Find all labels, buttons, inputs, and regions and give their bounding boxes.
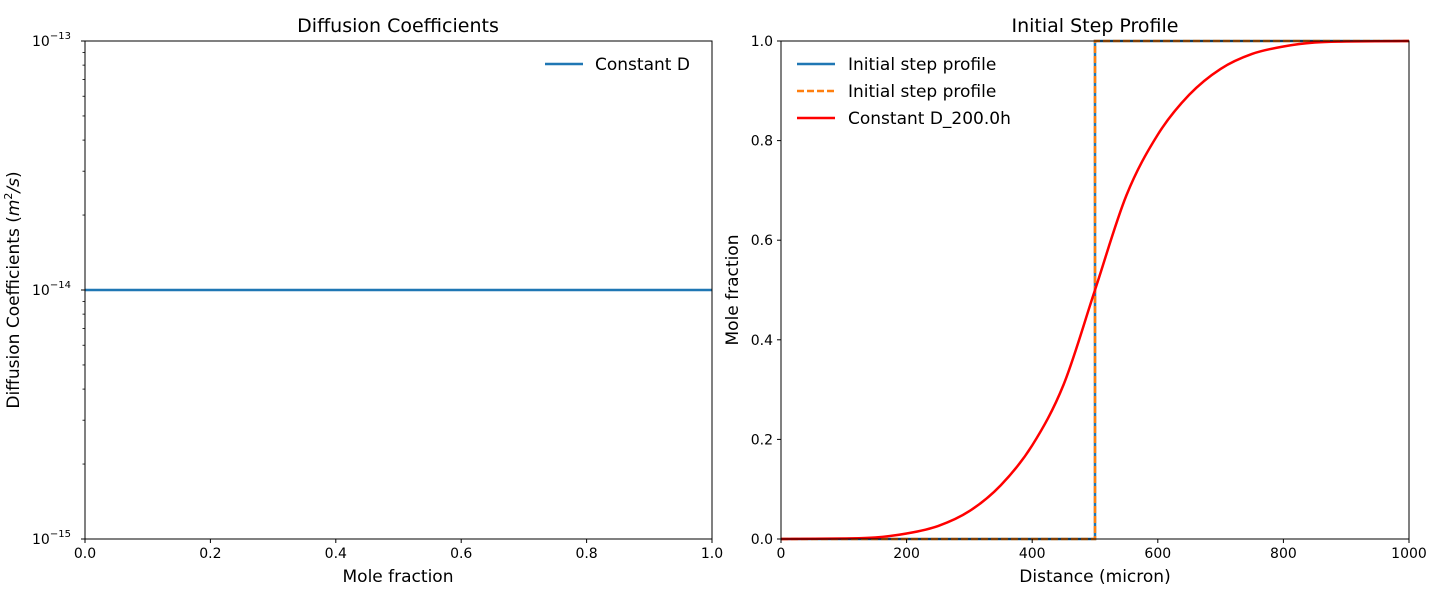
left-y-ticks: 10−13 10−14 10−15: [32, 31, 85, 548]
left-chart: Diffusion Coefficients 0.0 0.2 0.4 0.6 0.8 1.…: [2, 15, 723, 587]
right-legend: Initial step profile Initial step profil…: [797, 55, 1011, 129]
right-x-tick-label: 0: [777, 546, 786, 562]
right-legend-label-constant-d-200h: Constant D_200.0h: [848, 109, 1011, 129]
right-x-tick-label: 800: [1270, 546, 1297, 562]
right-y-tick-label: 0.6: [751, 233, 773, 249]
left-x-tick-label: 0.4: [325, 546, 347, 562]
right-y-tick-label: 0.4: [751, 333, 773, 349]
left-legend: Constant D: [545, 55, 690, 75]
left-x-tick-label: 0.6: [450, 546, 472, 562]
right-y-tick-label: 0.8: [751, 134, 773, 150]
right-axes-frame: [780, 40, 1410, 540]
left-x-axis-label: Mole fraction: [343, 567, 454, 587]
right-y-tick-label: 0.0: [751, 532, 773, 548]
right-chart: Initial Step Profile 0 200 400 600 800 1000 0…: [723, 15, 1427, 587]
right-x-tick-label: 200: [893, 546, 920, 562]
right-y-axis-label: Mole fraction: [723, 235, 743, 346]
right-y-ticks: 0.0 0.2 0.4 0.6 0.8 1.0: [751, 34, 781, 548]
right-legend-label-step-blue: Initial step profile: [848, 55, 996, 75]
right-y-tick-label: 0.2: [751, 432, 773, 448]
right-x-ticks: 0 200 400 600 800 1000: [777, 539, 1427, 562]
left-y-tick-label: 10−14: [32, 280, 71, 299]
left-y-tick-label: 10−13: [32, 31, 71, 50]
right-series-line-2: [780, 39, 1410, 541]
right-x-tick-label: 600: [1144, 546, 1171, 562]
left-x-tick-label: 0.8: [575, 546, 597, 562]
right-y-tick-label: 1.0: [751, 34, 773, 50]
right-x-tick-label: 1000: [1391, 546, 1427, 562]
left-x-ticks: 0.0 0.2 0.4 0.6 0.8 1.0: [74, 539, 723, 562]
left-legend-label-constant-d: Constant D: [595, 55, 690, 75]
left-x-tick-label: 0.0: [74, 546, 96, 562]
left-y-tick-label: 10−15: [32, 529, 71, 548]
left-chart-title: Diffusion Coefficients: [297, 15, 499, 37]
left-x-tick-label: 1.0: [701, 546, 723, 562]
right-x-axis-label: Distance (micron): [1019, 567, 1170, 587]
right-chart-title: Initial Step Profile: [1012, 15, 1179, 37]
right-x-tick-label: 400: [1019, 546, 1046, 562]
left-y-axis-label: Diffusion Coefficients (m2/s): [2, 171, 24, 408]
left-x-tick-label: 0.2: [199, 546, 221, 562]
right-legend-label-step-orange: Initial step profile: [848, 82, 996, 102]
